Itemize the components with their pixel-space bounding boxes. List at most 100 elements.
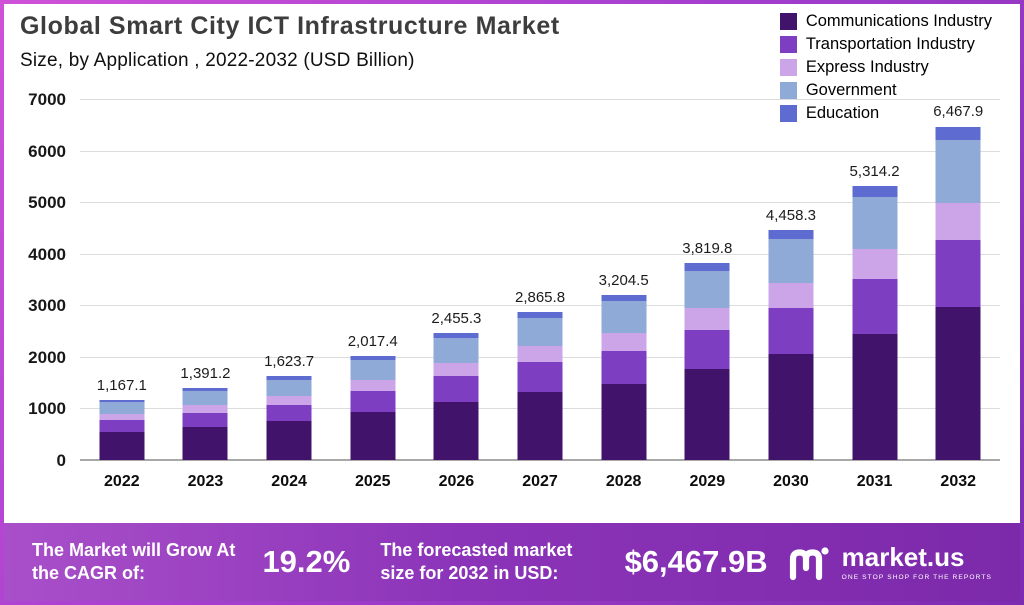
bar-segment [935, 239, 981, 307]
forecast-value: $6,467.9B [624, 544, 768, 579]
y-tick-label: 7000 [28, 90, 66, 109]
bar-segment [182, 404, 228, 413]
bar-segment [433, 338, 479, 363]
bar-column-2022: 1,167.1 [80, 100, 164, 461]
bar-segment [517, 346, 563, 363]
bar-value-label: 3,204.5 [598, 271, 649, 289]
bar-segment [350, 360, 396, 380]
x-tick-label: 2030 [773, 473, 809, 490]
bar-column-2025: 2,017.4 [331, 100, 415, 461]
bar-segment [852, 196, 898, 250]
page-title: Global Smart City ICT Infrastructure Mar… [20, 12, 560, 40]
bar-value-label: 1,623.7 [264, 353, 315, 371]
bar-segment [684, 308, 730, 330]
bar-segment [852, 186, 898, 197]
bar-column-2027: 2,865.8 [498, 100, 582, 461]
legend-swatch [779, 59, 797, 76]
x-tick-label: 2023 [187, 473, 224, 490]
page-subtitle: Size, by Application , 2022-2032 (USD Bi… [20, 50, 415, 71]
bar-2023 [182, 388, 228, 460]
bar-segment [266, 379, 312, 396]
legend-label: Communications Industry [805, 12, 992, 30]
bar-segment [601, 332, 647, 351]
bar-segment [433, 362, 479, 377]
bar-segment [684, 270, 730, 309]
bar-column-2026: 2,455.3 [415, 100, 499, 461]
bar-segment [266, 404, 312, 422]
x-tick-label: 2032 [940, 473, 977, 490]
bar-2029 [684, 263, 730, 460]
bar-2024 [266, 376, 312, 460]
x-tick-label: 2026 [438, 473, 475, 490]
bar-segment [601, 383, 647, 460]
bar-segment [182, 412, 228, 427]
legend-label: Government [805, 81, 897, 99]
y-axis: 0 1000 2000 3000 4000 5000 6000 7000 [18, 90, 74, 470]
marketus-logo-mark-icon [789, 547, 829, 581]
x-tick-label: 2027 [522, 473, 558, 490]
bar-2032 [935, 126, 981, 460]
bar-column-2032: 6,467.9 [916, 100, 1000, 461]
cagr-label: The Market will Grow At the CAGR of: [32, 539, 236, 583]
bar-segment [350, 356, 396, 361]
x-axis-line [80, 459, 1000, 461]
bar-segment [935, 203, 981, 240]
bar-segment [601, 350, 647, 384]
bar-segment [350, 379, 396, 392]
bar-segment [517, 362, 563, 393]
legend-item-3: Government [779, 81, 992, 100]
bar-segment [433, 333, 479, 339]
y-tick-label: 2000 [28, 347, 66, 367]
plot-area: 1,167.1 1,391.2 1,623.7 2,017.4 2,455.3 2,865… [80, 99, 1000, 461]
bar-value-label: 2,017.4 [347, 332, 398, 350]
bar-segment [350, 391, 396, 413]
bar-value-label: 2,865.8 [514, 289, 566, 307]
x-tick-label: 2022 [104, 473, 140, 490]
bar-segment [99, 432, 145, 460]
bar-column-2030: 4,458.3 [749, 100, 833, 461]
bar-value-label: 6,467.9 [933, 103, 984, 121]
bar-segment [935, 126, 981, 140]
bar-segment [99, 420, 145, 433]
x-axis: 2022 2023 2024 2025 2026 2027 2028 2029 2030 2031… [80, 465, 1000, 491]
forecast-label: The forecasted market size for 2032 in U… [380, 539, 573, 583]
bar-segment [517, 392, 563, 460]
cagr-value: 19.2% [262, 544, 351, 579]
bar-segment [852, 279, 898, 334]
legend-item-2: Express Industry [779, 58, 992, 77]
y-tick-label: 5000 [28, 193, 66, 213]
bar-segment [99, 402, 145, 414]
legend-item-4: Education [779, 104, 992, 123]
bar-value-label: 5,314.2 [849, 162, 900, 180]
legend-item-1: Transportation Industry [779, 35, 992, 54]
y-tick-label: 0 [56, 451, 66, 470]
bar-value-label: 4,458.3 [765, 207, 816, 225]
gridline [80, 305, 1000, 307]
bar-segment [852, 249, 898, 280]
bar-2026 [433, 333, 479, 460]
bar-segment [768, 308, 814, 355]
y-tick-label: 3000 [28, 296, 66, 316]
bar-segment [768, 230, 814, 240]
bar-segment [266, 395, 312, 405]
bar-column-2023: 1,391.2 [164, 100, 248, 461]
bar-segment [684, 369, 730, 460]
chart-page: Global Smart City ICT Infrastructure Mar… [4, 4, 1020, 601]
gridline [80, 99, 1000, 100]
bar-segment [182, 391, 228, 405]
y-tick-label: 6000 [28, 141, 66, 161]
bar-column-2029: 3,819.8 [665, 100, 749, 461]
bar-column-2028: 3,204.5 [582, 100, 666, 461]
bar-segment [935, 139, 981, 204]
x-tick-label: 2024 [271, 473, 307, 490]
bar-segment [517, 312, 563, 319]
bar-2031 [852, 186, 898, 460]
legend-swatch [779, 82, 797, 99]
legend: Communications Industry Transportation In… [779, 12, 992, 127]
bar-segment [266, 376, 312, 380]
bar-value-label: 3,819.8 [682, 240, 733, 258]
bar-segment [768, 283, 814, 309]
bar-value-label: 1,391.2 [180, 365, 231, 383]
bar-segment [684, 330, 730, 370]
